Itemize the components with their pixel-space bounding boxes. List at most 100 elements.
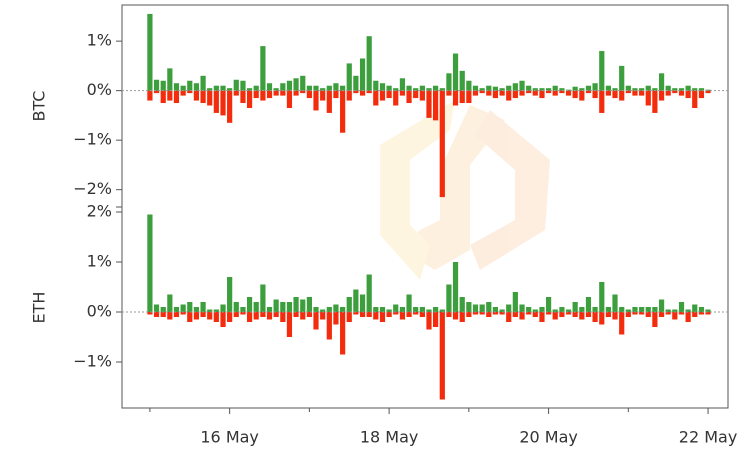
bar (612, 88, 618, 91)
bar (685, 309, 691, 312)
bar (213, 309, 219, 312)
bar (685, 312, 691, 322)
bar (399, 312, 406, 320)
bar (273, 299, 279, 312)
bar (220, 85, 226, 91)
bar (486, 312, 492, 317)
bar (293, 297, 299, 312)
bar (526, 85, 532, 91)
bar (526, 307, 532, 312)
bar (346, 63, 352, 91)
bar (572, 90, 578, 99)
bar (585, 85, 592, 91)
bar (187, 302, 193, 312)
bar (320, 309, 326, 312)
bar (519, 90, 525, 96)
bar (306, 297, 312, 312)
bar (340, 312, 346, 355)
bar (359, 90, 366, 96)
bar (393, 88, 399, 91)
bar (353, 90, 359, 94)
bar (293, 312, 299, 317)
bar (512, 83, 518, 91)
bar (373, 80, 379, 91)
bar (180, 85, 186, 91)
bar (260, 46, 266, 91)
bar (539, 307, 545, 312)
bar (273, 88, 279, 91)
bar (373, 307, 379, 312)
y-tick-label: 1% (87, 31, 112, 50)
bar (333, 312, 339, 325)
bar (592, 307, 598, 312)
bar (379, 312, 386, 322)
bar (572, 312, 578, 317)
bar (625, 309, 631, 312)
bar (240, 307, 246, 312)
bar (452, 53, 459, 91)
bar (479, 88, 485, 91)
bar (147, 13, 153, 91)
bar (147, 90, 153, 101)
bar (253, 85, 259, 91)
bar (652, 88, 658, 91)
bar (472, 312, 479, 315)
bar (579, 88, 585, 91)
bar (373, 90, 379, 106)
bar (253, 90, 259, 99)
bar (260, 312, 266, 317)
bar (227, 88, 233, 91)
x-tick-label: 16 May (200, 428, 259, 447)
bar (193, 90, 199, 101)
bar (652, 312, 658, 327)
bar (579, 312, 585, 320)
bar (266, 90, 273, 99)
bar (240, 90, 246, 104)
bar (353, 312, 359, 315)
bar (173, 83, 180, 91)
bar (599, 90, 605, 113)
bar (698, 88, 705, 91)
bar (187, 90, 193, 94)
bar (346, 90, 352, 101)
bar (193, 312, 199, 320)
bar (300, 312, 306, 320)
y-tick-label: 0% (87, 80, 112, 99)
bar (246, 88, 253, 91)
bar (373, 312, 379, 320)
bar (340, 90, 346, 133)
bar (466, 80, 472, 91)
bar (692, 88, 698, 91)
bar (413, 312, 419, 315)
bar (167, 294, 173, 312)
bar (180, 312, 186, 315)
bar (227, 277, 233, 312)
bar (286, 312, 293, 337)
bar (286, 302, 293, 312)
bar (565, 309, 572, 312)
bar (240, 312, 246, 315)
watermark (380, 100, 550, 280)
bar (386, 90, 392, 99)
bar (692, 304, 698, 312)
bar (233, 302, 239, 312)
bar (599, 282, 605, 312)
bar (545, 312, 552, 315)
bar (266, 307, 273, 312)
bar (413, 90, 419, 99)
y-tick-label: −1% (73, 130, 112, 149)
bar (439, 312, 445, 400)
bar (187, 312, 193, 322)
bar (652, 307, 658, 312)
bar (532, 312, 538, 317)
bar (399, 78, 406, 91)
bar (266, 83, 273, 91)
bar (592, 90, 598, 99)
bar (426, 309, 432, 312)
bar (698, 312, 705, 315)
bar (579, 307, 585, 312)
bar (433, 312, 439, 327)
bar (479, 312, 485, 315)
bar (340, 307, 346, 312)
bar (147, 214, 153, 312)
